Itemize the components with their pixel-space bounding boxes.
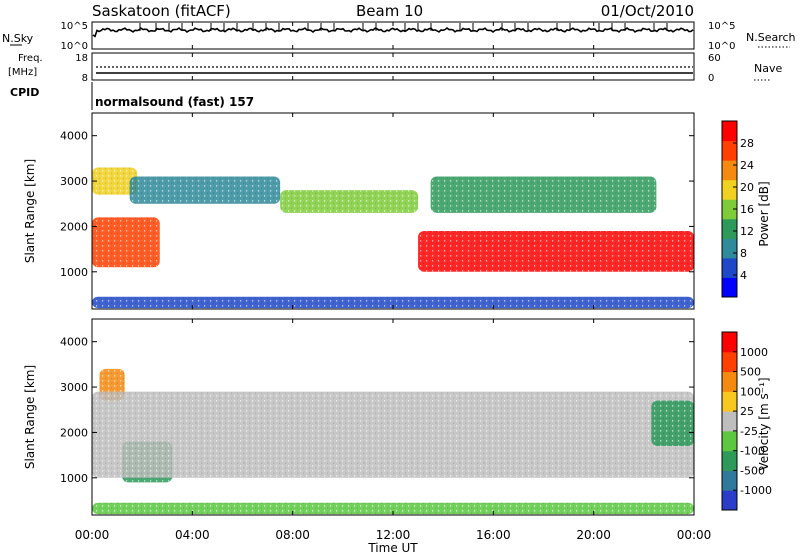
y-tick-label: 4000 — [60, 130, 88, 143]
x-axis-ticks: 00:00 04:00 08:00 12:00 16:00 20:00 00:00 — [75, 22, 712, 542]
colorbar-segment — [722, 277, 737, 298]
power-region-texture-3 — [280, 190, 419, 213]
nsky-trace — [92, 23, 694, 38]
colorbar-segment — [722, 371, 737, 392]
colorbar-tick-label: -500 — [740, 464, 765, 477]
colorbar-tick-label: 25 — [740, 405, 754, 418]
freq-tick-top: 18 — [75, 53, 88, 64]
power-ylabel: Slant Range [km] — [23, 159, 37, 263]
colorbar-tick-label: 500 — [740, 366, 761, 379]
colorbar-segment — [722, 257, 737, 278]
y-tick-label: 2000 — [60, 426, 88, 439]
cpid-value: normalsound (fast) 157 — [95, 95, 254, 109]
power-region-texture-4 — [418, 230, 694, 272]
colorbar-segment — [722, 391, 737, 412]
colorbar-tick-label: -100 — [740, 445, 765, 458]
velocity-colorbar-label: Velocity [m s⁻¹] — [757, 377, 771, 470]
power-data-regions — [92, 167, 694, 309]
colorbar-segment — [722, 332, 737, 353]
colorbar-segment — [722, 199, 737, 220]
x-tick-label: 16:00 — [476, 528, 511, 542]
power-region-texture-1 — [92, 167, 138, 195]
freq-label-line2: [MHz] — [8, 67, 37, 78]
colorbar-segment — [722, 140, 737, 161]
velocity-region-texture-4 — [92, 502, 694, 515]
freq-tick-bottom: 8 — [82, 73, 88, 84]
colorbar-tick-label: 4 — [740, 269, 747, 282]
power-colorbar: 28 24 20 16 12 8 4 — [721, 120, 754, 298]
colorbar-segment — [722, 121, 737, 142]
colorbar-segment — [722, 179, 737, 200]
colorbar-tick-label: 24 — [740, 159, 754, 172]
y-tick-label: 4000 — [60, 336, 88, 349]
nsearch-tick-top: 10^5 — [708, 21, 735, 32]
y-tick-label: 1000 — [60, 472, 88, 485]
power-colorbar-label: Power [dB] — [757, 181, 771, 246]
x-tick-label: 20:00 — [576, 528, 611, 542]
power-region-texture-6 — [92, 296, 694, 309]
velocity-y-ticks: 4000 3000 2000 1000 — [60, 336, 694, 485]
power-region-texture-5 — [430, 176, 657, 213]
power-y-ticks: 4000 3000 2000 1000 — [60, 130, 694, 279]
cpid-label: CPID — [10, 86, 39, 99]
colorbar-segment — [722, 490, 737, 511]
velocity-colorbar: 1000 500 100 25 -25 -100 -500 -1000 — [721, 331, 772, 511]
colorbar-segment — [722, 430, 737, 452]
y-tick-label: 1000 — [60, 266, 88, 279]
colorbar-segment — [722, 238, 737, 259]
nsky-label: N.Sky — [2, 32, 34, 45]
colorbar-tick-label: -25 — [740, 425, 758, 438]
power-region-texture-2 — [129, 176, 281, 204]
nsearch-label: N.Search — [746, 31, 796, 44]
nsky-tick-top: 10^5 — [61, 21, 88, 32]
nave-tick-top: 60 — [708, 53, 721, 64]
colorbar-segment — [722, 470, 737, 491]
beam-title: Beam 10 — [356, 2, 423, 20]
y-tick-label: 3000 — [60, 175, 88, 188]
power-region-texture-0 — [92, 217, 160, 268]
nsky-tick-bottom: 10^0 — [61, 41, 88, 52]
station-title: Saskatoon (fitACF) — [92, 2, 231, 20]
x-tick-label: 08:00 — [275, 528, 310, 542]
colorbar-frame — [721, 331, 738, 511]
x-tick-label: 04:00 — [175, 528, 210, 542]
colorbar-segment — [722, 411, 737, 432]
velocity-ylabel: Slant Range [km] — [23, 365, 37, 469]
colorbar-tick-label: 28 — [740, 137, 754, 150]
x-tick-label: 00:00 — [75, 528, 110, 542]
velocity-data-regions — [92, 368, 694, 515]
nave-tick-bottom: 0 — [708, 73, 714, 84]
velocity-region-texture-3 — [651, 400, 694, 447]
colorbar-tick-label: 1000 — [740, 346, 768, 359]
colorbar-tick-label: 100 — [740, 385, 761, 398]
nsearch-tick-bottom: 10^0 — [708, 41, 735, 52]
velocity-region-texture-2 — [92, 391, 694, 478]
freq-label-line1: Freq. — [18, 53, 43, 64]
colorbar-tick-label: 20 — [740, 181, 754, 194]
colorbar-segment — [722, 450, 737, 471]
nsky-line — [92, 26, 694, 38]
x-tick-label: 12:00 — [376, 528, 411, 542]
colorbar-tick-label: 8 — [740, 247, 747, 260]
colorbar-tick-label: 12 — [740, 225, 754, 238]
colorbar-segment — [722, 351, 737, 373]
x-axis-label: Time UT — [367, 541, 418, 554]
nave-label: Nave — [754, 62, 782, 75]
colorbar-segment — [722, 160, 737, 181]
y-tick-label: 3000 — [60, 381, 88, 394]
colorbar-tick-label: 16 — [740, 203, 754, 216]
colorbar-tick-label: -1000 — [740, 484, 772, 497]
colorbar-segment — [722, 218, 737, 239]
x-tick-label: 00:00 — [677, 528, 712, 542]
date-title: 01/Oct/2010 — [601, 2, 694, 20]
y-tick-label: 2000 — [60, 220, 88, 233]
